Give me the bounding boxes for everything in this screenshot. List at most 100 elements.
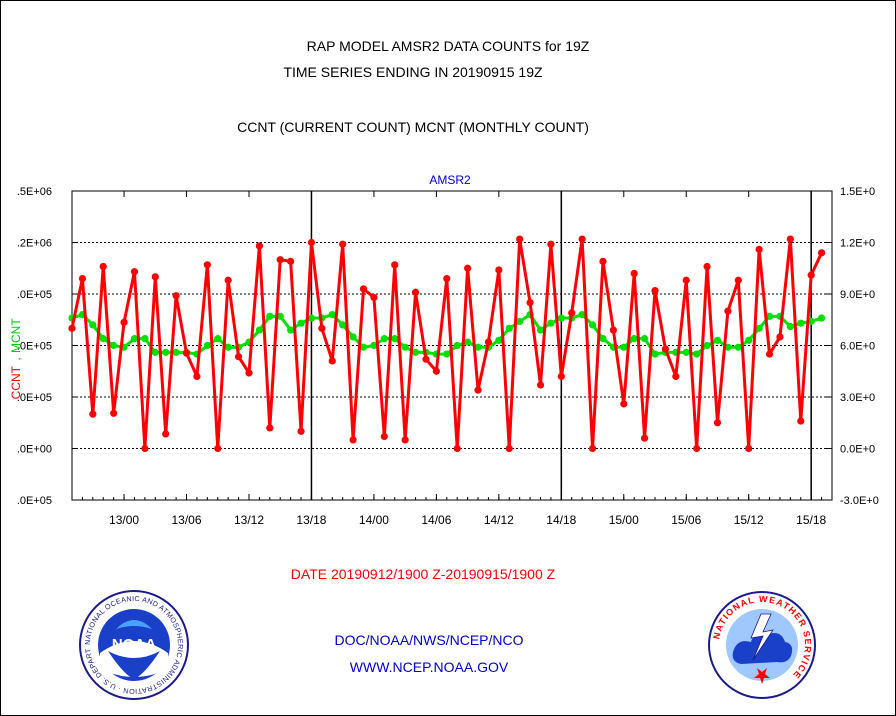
data-point-mcnt — [130, 335, 139, 343]
y-axis-label-separator: , — [9, 357, 23, 360]
data-point-mcnt — [620, 343, 628, 351]
y-tick-label-left: .0E+05 — [17, 392, 52, 404]
data-point-ccnt — [349, 436, 357, 444]
data-point-mcnt — [547, 319, 555, 327]
data-point-ccnt — [307, 238, 316, 247]
data-point-ccnt — [464, 264, 472, 272]
data-point-ccnt — [255, 242, 263, 250]
data-point-mcnt — [453, 341, 461, 350]
data-point-mcnt — [693, 350, 701, 358]
data-point-mcnt — [99, 335, 107, 343]
data-point-ccnt — [578, 235, 586, 243]
y-tick-label-left: .5E+06 — [17, 186, 52, 198]
data-point-ccnt — [797, 417, 805, 425]
x-tick-label: 13/06 — [172, 513, 202, 527]
data-point-ccnt — [620, 400, 628, 408]
series-layer — [68, 235, 826, 453]
data-point-ccnt — [411, 288, 420, 296]
data-point-mcnt — [214, 335, 222, 343]
data-point-ccnt — [453, 444, 461, 453]
y-tick-label-right: 9.0E+0 — [840, 289, 875, 301]
data-point-mcnt — [464, 338, 472, 346]
data-point-ccnt — [630, 269, 638, 277]
x-tick-label: 13/18 — [296, 513, 326, 527]
data-point-mcnt — [349, 333, 357, 341]
data-point-mcnt — [266, 312, 274, 320]
data-point-ccnt — [568, 309, 576, 317]
y-tick-label-left: .0E+05 — [17, 495, 52, 507]
data-point-ccnt — [172, 292, 180, 300]
y-tick-label-right: -3.0E+0 — [840, 495, 879, 507]
data-point-ccnt — [99, 262, 107, 271]
data-point-mcnt — [391, 335, 399, 343]
data-point-mcnt — [359, 343, 368, 351]
data-point-mcnt — [765, 312, 774, 320]
data-point-ccnt — [110, 409, 118, 417]
data-point-ccnt — [130, 268, 139, 276]
data-point-ccnt — [141, 444, 149, 453]
data-point-ccnt — [505, 444, 513, 453]
data-point-mcnt — [401, 343, 409, 351]
data-point-ccnt — [287, 257, 295, 265]
data-point-ccnt — [693, 444, 701, 453]
y-tick-label-right: 6.0E+0 — [840, 341, 875, 353]
data-point-mcnt — [557, 314, 565, 322]
data-point-ccnt — [682, 276, 690, 284]
data-point-ccnt — [745, 444, 753, 453]
data-point-ccnt — [713, 419, 722, 427]
y-tick-label-left: .0E+05 — [17, 341, 52, 353]
data-point-mcnt — [380, 335, 388, 343]
data-point-ccnt — [224, 276, 232, 284]
plot-frame — [71, 190, 833, 501]
x-tick-label: 14/18 — [546, 513, 576, 527]
data-point-ccnt — [276, 256, 284, 264]
chart-title-line2: TIME SERIES ENDING IN 20190915 19Z — [283, 64, 543, 80]
data-point-mcnt — [339, 321, 347, 329]
data-point-mcnt — [786, 323, 794, 331]
data-point-ccnt — [755, 245, 763, 253]
data-point-ccnt — [807, 271, 815, 279]
data-point-mcnt — [578, 311, 586, 319]
data-point-mcnt — [516, 317, 524, 326]
data-point-mcnt — [713, 336, 722, 344]
data-point-ccnt — [536, 381, 545, 389]
data-point-ccnt — [422, 355, 430, 363]
data-point-mcnt — [110, 341, 118, 350]
data-point-ccnt — [734, 276, 742, 284]
data-point-mcnt — [651, 350, 659, 358]
data-point-ccnt — [724, 307, 732, 315]
x-tick-label: 14/06 — [421, 513, 451, 527]
data-point-mcnt — [255, 326, 263, 334]
x-tick-label: 15/18 — [796, 513, 826, 527]
y-tick-label-right: 1.2E+0 — [840, 238, 875, 250]
label-layer: .5E+06 1.5E+0 .2E+06 1.2E+0 .0E+05 9.0E+0 .0E+… — [17, 186, 879, 527]
data-point-ccnt — [182, 349, 191, 357]
data-point-mcnt — [505, 324, 513, 332]
data-point-ccnt — [641, 434, 649, 442]
data-point-ccnt — [672, 372, 680, 380]
y-tick-label-left: .0E+00 — [17, 444, 52, 456]
data-point-mcnt — [203, 341, 211, 350]
data-point-ccnt — [78, 274, 87, 283]
data-point-mcnt — [307, 314, 316, 322]
credit-website-link[interactable]: WWW.NCEP.NOAA.GOV — [349, 659, 509, 675]
data-point-mcnt — [630, 335, 638, 343]
data-point-mcnt — [755, 324, 763, 332]
data-point-ccnt — [651, 286, 659, 295]
noaa-logo: NOAA NATIONAL OCEANIC AND ATMOSPHERIC AD… — [78, 589, 189, 700]
data-point-ccnt — [443, 274, 451, 283]
data-point-mcnt — [287, 326, 295, 334]
data-point-mcnt — [328, 311, 336, 319]
panel-title: AMSR2 — [429, 173, 471, 187]
data-point-mcnt — [703, 341, 711, 350]
data-point-ccnt — [266, 424, 274, 432]
y-axis-label-mcnt: MCNT — [9, 318, 23, 353]
data-point-mcnt — [588, 321, 597, 329]
data-point-ccnt — [786, 235, 794, 243]
data-point-mcnt — [495, 336, 503, 344]
data-point-ccnt — [68, 324, 76, 332]
series-mcnt — [68, 311, 826, 358]
data-point-ccnt — [547, 240, 555, 248]
data-point-mcnt — [734, 343, 742, 351]
y-tick-label-right: 1.5E+0 — [840, 186, 875, 198]
